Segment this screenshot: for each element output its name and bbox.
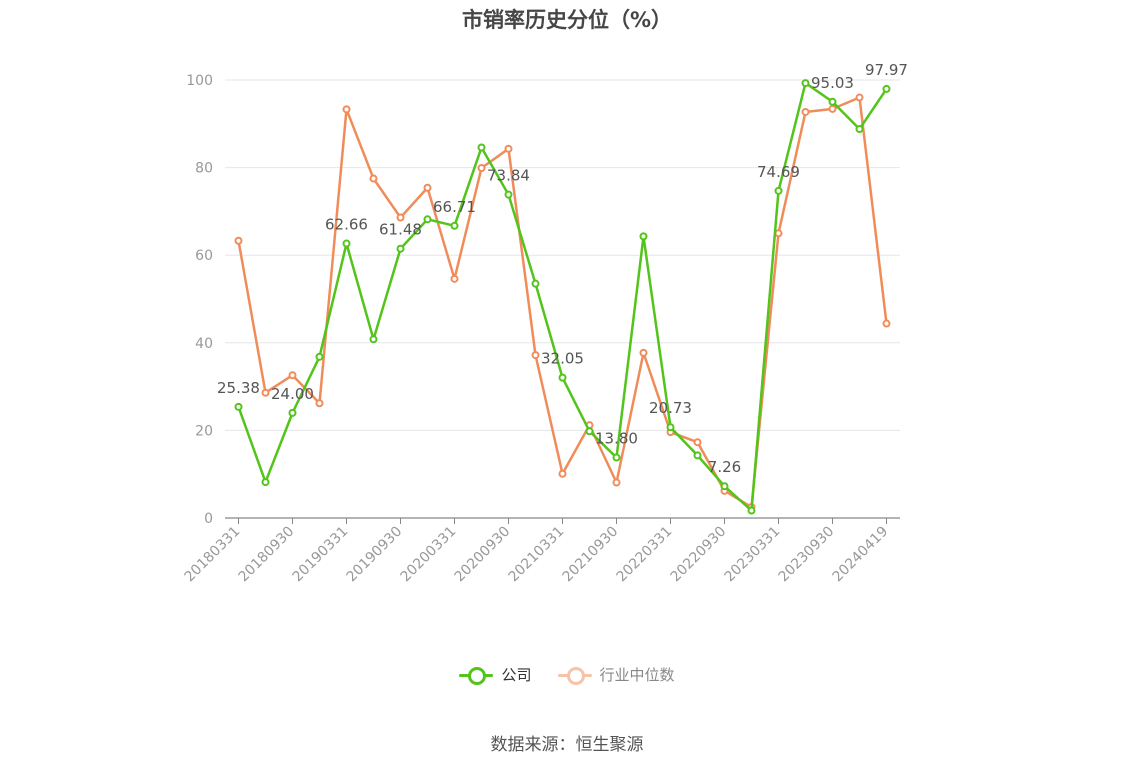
data-label: 73.84 [487, 167, 530, 185]
y-tick-label: 20 [195, 423, 213, 439]
data-point-company [369, 335, 378, 344]
data-point-company [693, 451, 702, 460]
x-tick-label: 20200930 [452, 524, 514, 586]
series-line-industry [237, 96, 888, 509]
data-label: 97.97 [865, 61, 908, 79]
data-point-industry [234, 236, 243, 245]
data-point-industry [477, 164, 486, 173]
legend-item-company[interactable]: 公司 [459, 664, 532, 685]
legend-marker-industry [557, 665, 592, 685]
x-tick-label: 20200331 [398, 524, 460, 586]
data-point-company [396, 244, 405, 253]
y-tick-label: 60 [195, 248, 213, 264]
data-point-company [855, 125, 864, 134]
x-tick-label: 20220930 [668, 524, 730, 586]
data-point-company [774, 186, 783, 195]
data-point-industry [801, 107, 810, 116]
legend-label-industry: 行业中位数 [599, 666, 675, 684]
y-tick-label: 80 [195, 161, 213, 177]
data-point-company [585, 427, 594, 436]
x-tick-label: 20210930 [560, 524, 622, 586]
data-point-company [612, 453, 621, 462]
x-tick-label: 20230930 [776, 524, 838, 586]
x-tick-label: 20220331 [614, 524, 676, 586]
data-point-company [666, 423, 675, 432]
data-point-industry [369, 174, 378, 183]
data-point-industry [639, 348, 648, 357]
data-point-company [720, 482, 729, 491]
data-point-company [828, 97, 837, 106]
data-label: 13.80 [595, 430, 638, 448]
data-label: 66.71 [433, 198, 476, 216]
data-point-industry [423, 183, 432, 192]
x-tick-label: 20230331 [722, 524, 784, 586]
data-point-company [531, 279, 540, 288]
legend-label-company: 公司 [501, 666, 532, 684]
data-point-industry [612, 478, 621, 487]
data-point-industry [774, 229, 783, 238]
data-label: 61.48 [379, 221, 422, 239]
x-tick-label: 20190930 [344, 524, 406, 586]
data-point-company [423, 215, 432, 224]
data-point-company [234, 402, 243, 411]
data-point-industry [261, 388, 270, 397]
x-tick-label: 20180331 [182, 524, 244, 586]
data-point-company [477, 143, 486, 152]
data-label: 32.05 [541, 350, 584, 368]
data-point-company [288, 408, 297, 417]
data-point-industry [693, 438, 702, 447]
data-point-industry [450, 274, 459, 283]
data-point-company [801, 79, 810, 88]
y-tick-label: 100 [186, 73, 213, 89]
x-tick-label: 20210331 [506, 524, 568, 586]
data-label: 25.38 [217, 379, 260, 397]
y-tick-label: 40 [195, 336, 213, 352]
data-point-company [558, 373, 567, 382]
data-point-industry [828, 104, 837, 113]
data-point-company [315, 352, 324, 361]
x-tick-label: 20190331 [290, 524, 352, 586]
data-point-company [639, 232, 648, 241]
data-label: 74.69 [757, 163, 800, 181]
data-label: 24.00 [271, 385, 314, 403]
data-point-company [504, 190, 513, 199]
data-point-industry [288, 371, 297, 380]
data-point-company [747, 506, 756, 515]
data-point-industry [531, 351, 540, 360]
data-point-industry [558, 469, 567, 478]
data-point-company [882, 84, 891, 93]
data-label: 62.66 [325, 216, 368, 234]
legend-item-industry[interactable]: 行业中位数 [557, 664, 675, 685]
data-label: 20.73 [649, 399, 692, 417]
data-label: 95.03 [811, 74, 854, 92]
data-point-industry [504, 144, 513, 153]
data-point-company [261, 478, 270, 487]
data-point-industry [882, 319, 891, 328]
data-point-industry [342, 105, 351, 114]
legend: 公司 行业中位数 [0, 664, 1134, 685]
data-point-company [342, 239, 351, 248]
legend-marker-company [459, 665, 494, 685]
y-tick-label: 0 [204, 511, 213, 527]
data-point-industry [396, 213, 405, 222]
data-point-industry [315, 399, 324, 408]
data-point-industry [855, 93, 864, 102]
x-tick-label: 20240419 [830, 524, 892, 586]
data-point-company [450, 221, 459, 230]
data-source: 数据来源：恒生聚源 [490, 735, 644, 755]
series-line-company [237, 81, 888, 512]
data-label: 7.26 [708, 458, 741, 476]
x-tick-label: 20180930 [236, 524, 298, 586]
chart-title: 市销率历史分位（%） [461, 8, 673, 32]
